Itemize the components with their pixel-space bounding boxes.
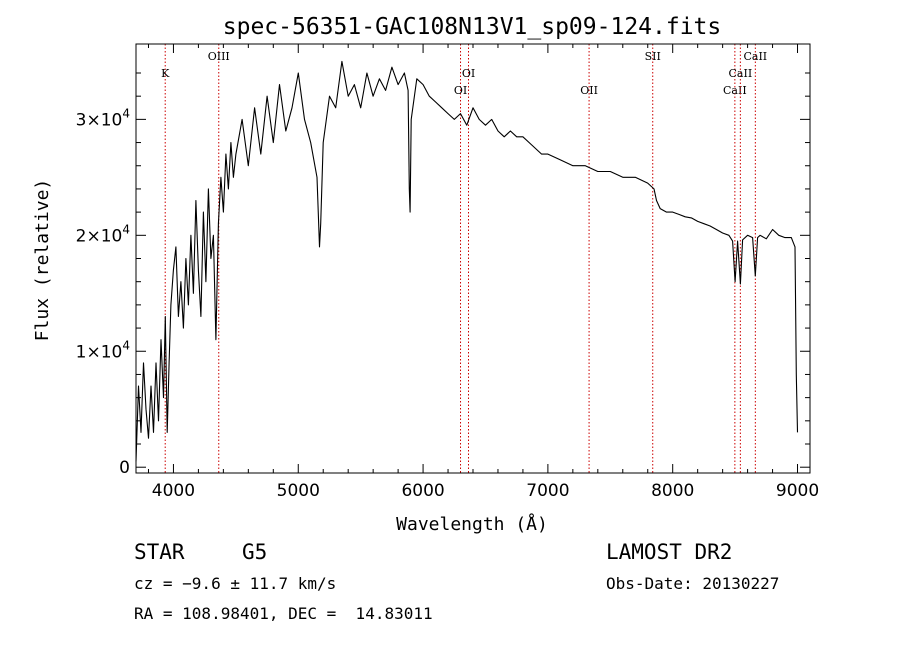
redshift-info: cz = −9.6 ± 11.7 km/s: [134, 574, 337, 593]
line-label-oi: OI: [454, 84, 467, 97]
line-label-caii: CaII: [723, 84, 747, 97]
y-axis-label: Flux (relative): [32, 179, 53, 342]
line-label-caii: CaII: [729, 67, 753, 80]
x-tick-label: 9000: [776, 481, 819, 501]
x-tick-label: 5000: [277, 481, 320, 501]
line-label-oiii: OIII: [208, 50, 230, 63]
observation-date: Obs-Date: 20130227: [606, 574, 780, 593]
x-tick-label: 7000: [526, 481, 569, 501]
emission-line-markers: K OIII OI OI OII SII CaII CaII CaII: [161, 44, 767, 473]
y-tick-label: 1×104: [76, 338, 130, 362]
object-subclass: G5: [242, 540, 268, 564]
line-label-sii: SII: [645, 50, 661, 63]
coordinates-info: RA = 108.98401, DEC = 14.83011: [134, 604, 433, 623]
plot-frame: [135, 43, 811, 474]
survey-name: LAMOST DR2: [606, 540, 733, 564]
line-label-k: K: [161, 67, 170, 80]
y-tick-label: 2×104: [76, 222, 130, 246]
x-tick-label: 6000: [401, 481, 444, 501]
axis-ticks: 4000 5000 6000 7000 8000 9000 0 1×104 2×104 3×104: [76, 44, 819, 501]
chart-title: spec-56351-GAC108N13V1_sp09-124.fits: [223, 14, 722, 40]
line-label-caii: CaII: [743, 50, 767, 63]
line-label-oii: OII: [580, 84, 598, 97]
object-class: STAR: [134, 540, 185, 564]
flux-series-line: [135, 60, 799, 462]
line-label-oi: OI: [462, 67, 475, 80]
x-tick-label: 4000: [152, 481, 195, 501]
x-tick-label: 8000: [651, 481, 694, 501]
x-axis-label: Wavelength (Å): [396, 513, 548, 535]
y-tick-label: 0: [119, 458, 130, 478]
y-tick-label: 3×104: [76, 106, 130, 130]
